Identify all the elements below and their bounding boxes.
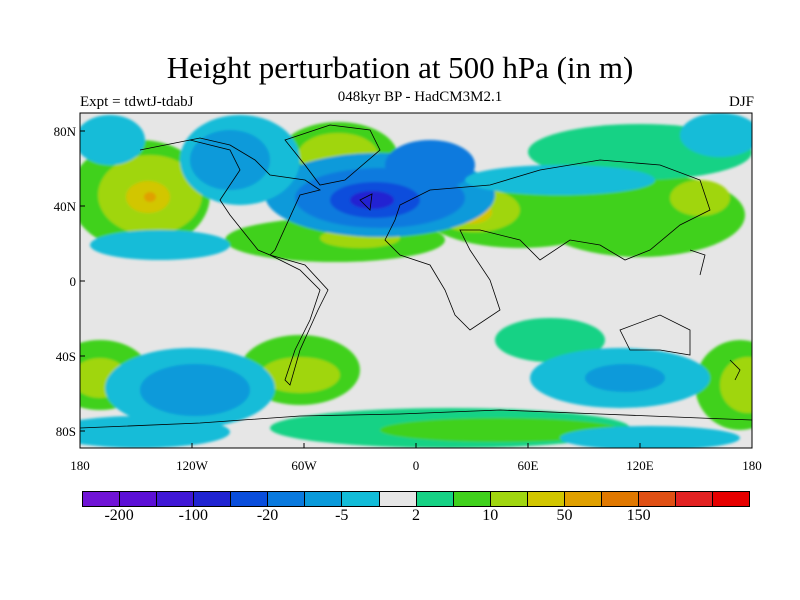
colorbar-cell bbox=[564, 492, 602, 506]
colorbar-label: -200 bbox=[104, 507, 134, 524]
colorbar-label: -5 bbox=[335, 507, 349, 524]
colorbar-cell bbox=[527, 492, 565, 506]
colorbar-label: -100 bbox=[178, 507, 208, 524]
lat-tick-label: 80S bbox=[56, 424, 76, 439]
colorbar-label: 2 bbox=[412, 507, 420, 524]
colorbar-cell bbox=[379, 492, 417, 506]
longitude-axis: 180 120W 60W 0 60E 120E 180 bbox=[70, 443, 762, 473]
lat-tick-label: 0 bbox=[70, 274, 77, 289]
colorbar-cell bbox=[676, 492, 714, 506]
colorbar bbox=[82, 491, 750, 507]
map-title: Height perturbation at 500 hPa (in m) bbox=[166, 50, 634, 85]
colorbar-cell bbox=[453, 492, 491, 506]
lon-tick-label: 120W bbox=[176, 458, 209, 473]
colorbar-cell bbox=[268, 492, 306, 506]
colorbar-cell bbox=[416, 492, 454, 506]
colorbar-cell bbox=[601, 492, 639, 506]
colorbar-cell bbox=[231, 492, 269, 506]
colorbar-cell bbox=[157, 492, 195, 506]
lon-tick-label: 60W bbox=[291, 458, 317, 473]
lon-tick-label: 120E bbox=[626, 458, 654, 473]
coastlines bbox=[80, 124, 752, 429]
colorbar-label: -20 bbox=[256, 507, 279, 524]
season-label: DJF bbox=[728, 94, 754, 110]
colorbar-cell bbox=[194, 492, 232, 506]
colorbar-label: 150 bbox=[626, 507, 651, 524]
colorbar-cell bbox=[713, 492, 750, 506]
lon-tick-label: 180 bbox=[70, 458, 90, 473]
experiment-label: Expt = tdwtJ-tdabJ bbox=[80, 94, 194, 110]
lat-tick-label: 40N bbox=[54, 199, 77, 214]
colorbar-cell bbox=[83, 492, 121, 506]
height-field bbox=[80, 113, 752, 448]
colorbar-cell bbox=[120, 492, 158, 506]
colorbar-label: 10 bbox=[482, 507, 499, 524]
lon-tick-label: 180 bbox=[742, 458, 762, 473]
lat-tick-label: 40S bbox=[56, 349, 76, 364]
colorbar-label: 50 bbox=[556, 507, 573, 524]
colorbar-cell bbox=[305, 492, 343, 506]
colorbar-cell bbox=[490, 492, 528, 506]
lon-tick-label: 0 bbox=[413, 458, 420, 473]
colorbar-cell bbox=[638, 492, 676, 506]
lat-tick-label: 80N bbox=[54, 124, 77, 139]
lon-tick-label: 60E bbox=[518, 458, 539, 473]
latitude-axis: 80N 40N 0 40S 80S bbox=[54, 124, 85, 439]
map-subtitle: 048kyr BP - HadCM3M2.1 bbox=[337, 89, 503, 105]
colorbar-cell bbox=[342, 492, 380, 506]
